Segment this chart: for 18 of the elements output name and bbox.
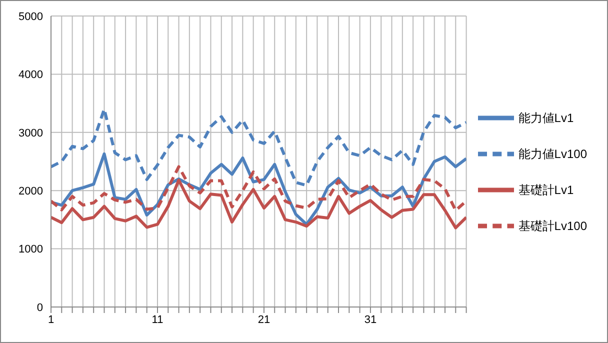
x-tick-label: 11 — [152, 314, 164, 326]
legend-label: 能力値Lv100 — [518, 146, 587, 161]
x-tick-label: 31 — [364, 314, 377, 326]
x-tick-label: 21 — [258, 314, 270, 326]
legend-label: 基礎計Lv100 — [518, 218, 587, 233]
legend-label: 能力値Lv1 — [518, 110, 574, 125]
line-series — [51, 165, 466, 212]
y-tick-label: 2000 — [18, 186, 43, 198]
legend-label: 基礎計Lv1 — [518, 182, 574, 197]
y-tick-label: 5000 — [18, 10, 43, 23]
y-tick-label: 0 — [36, 302, 43, 314]
y-tick-label: 3000 — [18, 127, 43, 140]
line-series — [51, 178, 466, 230]
line-series — [51, 108, 466, 187]
y-tick-label: 4000 — [18, 69, 43, 82]
y-tick-label: 1000 — [18, 244, 43, 256]
x-tick-label: 1 — [48, 314, 54, 326]
line-series — [51, 152, 466, 226]
